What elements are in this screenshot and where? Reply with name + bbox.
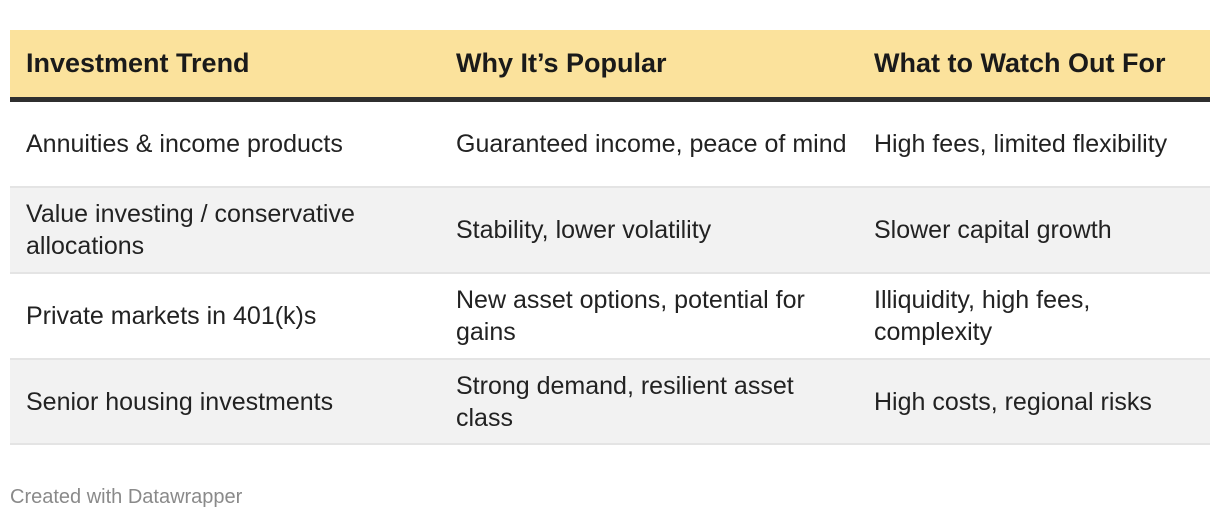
table-cell: Slower capital growth bbox=[874, 216, 1112, 244]
table-cell: Guaranteed income, peace of mind bbox=[456, 130, 847, 158]
table-cell: Stability, lower volatility bbox=[456, 216, 712, 244]
table-row: Private markets in 401(k)s New asset opt… bbox=[10, 274, 1210, 360]
column-header-watch-out: What to Watch Out For bbox=[874, 48, 1166, 78]
column-header-why-popular: Why It’s Popular bbox=[456, 48, 667, 78]
table-row: Senior housing investments Strong demand… bbox=[10, 360, 1210, 445]
table-cell: High fees, limited flexibility bbox=[874, 130, 1168, 158]
table-header-row: Investment Trend Why It’s Popular What t… bbox=[10, 30, 1210, 102]
table-cell: Illiquidity, high fees, complexity bbox=[874, 286, 1091, 346]
investment-trends-table: Investment Trend Why It’s Popular What t… bbox=[10, 30, 1210, 445]
table-cell: Strong demand, resilient asset class bbox=[456, 371, 794, 432]
table-row: Value investing / conservative allocatio… bbox=[10, 188, 1210, 274]
table-row: Annuities & income products Guaranteed i… bbox=[10, 102, 1210, 188]
table-cell: Annuities & income products bbox=[26, 130, 343, 158]
datawrapper-credit: Created with Datawrapper bbox=[10, 486, 243, 508]
table-cell: New asset options, potential for gains bbox=[456, 286, 805, 346]
column-header-investment-trend: Investment Trend bbox=[26, 48, 250, 78]
table-cell: Value investing / conservative allocatio… bbox=[26, 200, 355, 260]
table-cell: Senior housing investments bbox=[26, 387, 334, 416]
table-cell: Private markets in 401(k)s bbox=[26, 302, 317, 330]
table-cell: High costs, regional risks bbox=[874, 387, 1152, 416]
